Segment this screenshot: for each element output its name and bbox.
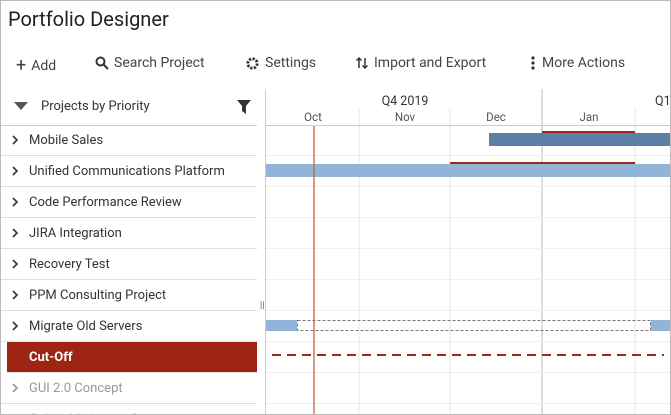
tree-header: Projects by Priority [1,89,257,126]
row-label: Migrate Old Servers [29,318,143,334]
splitter [265,89,266,414]
expand-icon[interactable] [12,321,19,331]
row-label: Online Marketing Campaign [29,412,189,415]
row-label: Recovery Test [29,256,110,272]
add-button[interactable]: + Add [16,55,57,76]
row-label: Mobile Sales [29,132,104,148]
project-bar[interactable] [266,320,297,331]
grid [358,109,636,414]
row-label: Code Performance Review [29,194,182,210]
project-bar[interactable] [266,164,671,177]
project-bar[interactable] [489,133,671,146]
month-label: Oct [304,110,322,124]
project-bar[interactable] [651,320,671,331]
month-label: Dec [486,110,506,124]
tree-row[interactable]: JIRA Integration [1,218,257,249]
expand-icon[interactable] [12,259,19,269]
tree-row[interactable]: Unified Communications Platform [1,156,257,187]
gap-outline [297,320,651,331]
search-button[interactable]: Search Project [95,55,205,71]
settings-button[interactable]: Settings [245,55,316,71]
row-label: Cut-Off [29,349,73,365]
splitter-handle[interactable]: || [260,301,265,311]
expand-icon[interactable] [12,290,19,300]
tree-row[interactable]: PPM Consulting Project [1,280,257,311]
row-label: PPM Consulting Project [29,287,167,303]
quarter-label: Q1 [655,94,671,109]
tree-row[interactable]: Cut-Off [7,342,257,373]
timeline: Q4 2019 Q1 Oct Nov Dec Jan [266,89,671,414]
row-label: JIRA Integration [29,225,122,241]
label: Settings [265,55,317,71]
label: Import and Export [374,55,487,71]
import-export-button[interactable]: Import and Export [355,55,486,71]
expand-icon[interactable] [12,228,19,238]
filter-icon[interactable] [237,100,251,114]
expand-icon[interactable] [12,383,19,393]
more-actions-button[interactable]: More Actions [529,55,625,71]
collapse-icon[interactable] [14,102,28,111]
month-label: Nov [395,110,416,124]
tree-row[interactable]: GUI 2.0 Concept [1,373,257,404]
tree-row[interactable]: Mobile Sales [1,125,257,156]
tree-row[interactable]: Online Marketing Campaign [1,404,257,415]
label: Add [31,57,57,74]
label: More Actions [542,55,626,71]
row-label: Unified Communications Platform [29,163,225,179]
month-label: Jan [580,110,599,124]
tree-title: Projects by Priority [41,99,150,114]
expand-icon[interactable] [12,197,19,207]
row-label: GUI 2.0 Concept [29,380,123,396]
label: Search Project [114,55,205,71]
tree-row[interactable]: Recovery Test [1,249,257,280]
tree-row[interactable]: Code Performance Review [1,187,257,218]
page-title: Portfolio Designer [8,7,169,31]
quarter-label: Q4 2019 [382,94,429,109]
expand-icon[interactable] [12,135,19,145]
tree-row[interactable]: Migrate Old Servers [1,311,257,342]
expand-icon[interactable] [12,166,19,176]
